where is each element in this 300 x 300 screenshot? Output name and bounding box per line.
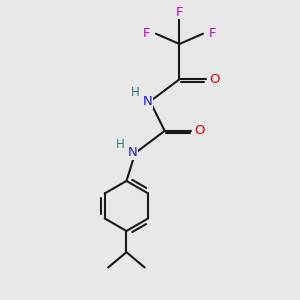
- Text: H: H: [116, 138, 125, 151]
- Text: F: F: [142, 27, 150, 40]
- Text: F: F: [176, 6, 183, 19]
- Text: O: O: [194, 124, 205, 137]
- Text: F: F: [209, 27, 216, 40]
- Text: O: O: [209, 73, 219, 86]
- Text: N: N: [143, 95, 152, 108]
- Text: N: N: [128, 146, 138, 159]
- Text: H: H: [131, 86, 140, 99]
